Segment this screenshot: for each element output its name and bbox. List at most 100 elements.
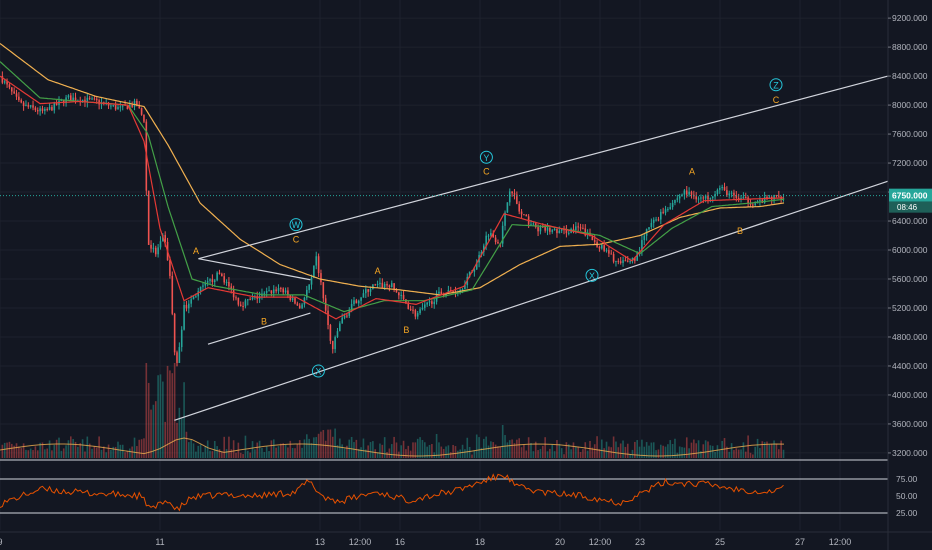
volume-bar (360, 447, 362, 458)
candle-body (343, 315, 346, 318)
candle-body (473, 269, 476, 272)
candle-body (176, 352, 178, 363)
volume-bar (671, 444, 674, 458)
candle-body (242, 306, 244, 308)
volume-ma-line (0, 437, 785, 457)
volume-bar (58, 437, 60, 458)
candle-body (534, 223, 537, 228)
volume-bar (166, 365, 169, 458)
time-tick-label: 18 (475, 537, 485, 547)
volume-bar (513, 443, 516, 458)
volume-bar (280, 443, 282, 458)
volume-bar (67, 440, 70, 458)
price-tick-label: 5200.000 (892, 303, 928, 313)
volume-bar (516, 439, 518, 458)
price-tick-label: 9200.000 (892, 13, 928, 23)
candle-body (492, 232, 495, 238)
rsi-line (0, 473, 784, 512)
volume-bar (185, 431, 188, 458)
candle-body (700, 197, 702, 199)
volume-bar (742, 442, 745, 458)
candle-body (674, 199, 676, 203)
price-tick-label: 7600.000 (892, 129, 928, 139)
volume-bar (294, 448, 296, 458)
candle-body (697, 198, 700, 200)
volume-bar (601, 439, 603, 458)
volume-bar (664, 446, 667, 458)
candle-body (53, 102, 56, 111)
candle-body (41, 108, 44, 111)
wave-label: B (737, 226, 743, 236)
lower-channel-line[interactable] (174, 180, 889, 421)
volume-bar (74, 441, 77, 458)
volume-bar (629, 454, 631, 458)
volume-bar (591, 447, 594, 458)
candle-body (539, 226, 542, 232)
candle-body (44, 108, 46, 111)
candle-body (582, 227, 584, 229)
candle-body (744, 197, 747, 199)
wave-label-primary: Z (773, 80, 779, 90)
volume-bar (327, 429, 329, 458)
volume-bar (414, 442, 417, 458)
volume-bar (704, 440, 707, 458)
candle-body (560, 229, 563, 231)
candle-body (778, 195, 780, 197)
drawing-tools[interactable] (0, 75, 889, 421)
volume-bar (62, 448, 65, 458)
candle-body (270, 290, 273, 294)
candle-body (93, 98, 96, 100)
candle-body (634, 257, 636, 261)
volume-bar (341, 444, 343, 458)
candle-body (32, 105, 34, 108)
wave-label: C (293, 235, 300, 245)
wave-label-primary: X (589, 271, 595, 281)
volume-bar (478, 437, 480, 458)
time-tick-label: 27 (795, 537, 805, 547)
candle-body (171, 275, 174, 314)
volume-bar (176, 422, 178, 458)
candle-body (199, 286, 202, 292)
volume-bar (372, 441, 374, 458)
volume-bar (728, 451, 731, 458)
volume-bar (759, 448, 761, 458)
candle-body (268, 290, 270, 292)
volume-bar (461, 444, 464, 458)
candle-body (421, 307, 424, 310)
volume-bar (570, 449, 572, 458)
candle-body (202, 285, 204, 287)
volume-bar (317, 433, 320, 458)
candle-body (575, 226, 577, 230)
volume-bar (501, 425, 504, 458)
candle-body (183, 304, 185, 330)
candle-body (369, 289, 372, 292)
volume-bar (556, 440, 558, 458)
time-tick-label: 13 (315, 537, 325, 547)
volume-bar (586, 450, 589, 458)
candle-body (648, 227, 650, 230)
candle-body (376, 284, 379, 286)
volume-bar (169, 370, 171, 458)
candle-body (315, 256, 318, 266)
volume-bar (624, 446, 627, 458)
volume-bar (589, 440, 591, 458)
candle-body (532, 223, 535, 225)
triangle-upper-line[interactable] (198, 258, 311, 281)
upper-channel-line[interactable] (198, 75, 889, 260)
triangle-lower-line[interactable] (207, 312, 311, 345)
volume-bar (603, 448, 605, 458)
volume-bar (707, 441, 709, 458)
volume-bar (749, 452, 752, 458)
candle-body (34, 107, 37, 111)
candle-body (272, 289, 275, 294)
volume-bar (695, 443, 697, 458)
candle-body (383, 283, 386, 288)
candle-body (362, 293, 365, 298)
volume-bar (162, 381, 164, 458)
volume-bar (22, 443, 25, 458)
candle-body (341, 317, 343, 324)
rsi-tick-label: 50.00 (896, 491, 918, 501)
volume-bar (29, 448, 32, 458)
volume-bar (95, 447, 98, 458)
